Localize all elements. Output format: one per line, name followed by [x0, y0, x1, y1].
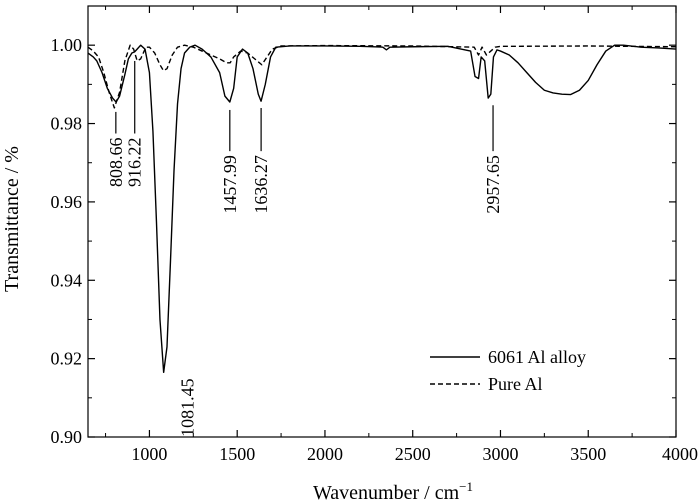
x-tick-label: 4000	[662, 444, 698, 464]
legend-label-alloy: 6061 Al alloy	[488, 347, 586, 367]
plot-frame	[87, 5, 677, 438]
annotation-label: 1457.99	[220, 155, 240, 214]
x-tick-label: 1500	[219, 444, 255, 464]
series-line-alloy	[87, 44, 677, 374]
x-tick-label: 2000	[307, 444, 343, 464]
y-tick-label: 0.98	[51, 114, 83, 134]
annotation-label: 1636.27	[251, 155, 271, 214]
x-tick-label: 1000	[131, 444, 167, 464]
y-tick-label: 1.00	[51, 35, 83, 55]
legend-label-pure: Pure Al	[488, 374, 543, 394]
series-line-pure	[87, 44, 677, 109]
annotation-label: 808.66	[106, 138, 126, 188]
annotation-label: 2957.65	[483, 155, 503, 214]
x-axis-label: Wavenumber / cm−1	[313, 479, 473, 503]
y-tick-label: 0.94	[51, 270, 83, 290]
x-tick-label: 2500	[395, 444, 431, 464]
annotation-label: 1081.45	[178, 378, 198, 437]
y-tick-label: 0.90	[51, 427, 83, 447]
x-tick-label: 3000	[482, 444, 518, 464]
y-tick-label: 0.92	[51, 349, 83, 369]
y-axis-label: Transmittance / %	[1, 146, 23, 292]
legend: 6061 Al alloy Pure Al	[430, 347, 586, 394]
y-tick-label: 0.96	[51, 192, 83, 212]
annotation-label: 916.22	[125, 138, 145, 188]
x-tick-label: 3500	[570, 444, 606, 464]
